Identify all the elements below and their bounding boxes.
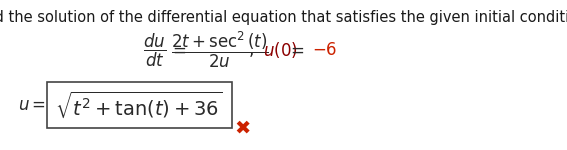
Text: $u =$: $u =$ xyxy=(18,96,46,114)
Text: Find the solution of the differential equation that satisfies the given initial : Find the solution of the differential eq… xyxy=(0,10,567,25)
Text: $\sqrt{t^2 + \tan(t) + 36}$: $\sqrt{t^2 + \tan(t) + 36}$ xyxy=(55,90,223,120)
Text: $\dfrac{2t + \sec^2(t)}{2u}$: $\dfrac{2t + \sec^2(t)}{2u}$ xyxy=(171,30,269,70)
Text: $=$: $=$ xyxy=(170,41,187,59)
Text: $=$: $=$ xyxy=(287,41,304,59)
Text: ✖: ✖ xyxy=(235,118,251,138)
Text: ,: , xyxy=(249,41,255,59)
Text: $\dfrac{du}{dt}$: $\dfrac{du}{dt}$ xyxy=(143,31,167,69)
Text: $u(0)$: $u(0)$ xyxy=(263,40,298,60)
Bar xyxy=(47,82,232,128)
Text: $-6$: $-6$ xyxy=(312,41,337,59)
